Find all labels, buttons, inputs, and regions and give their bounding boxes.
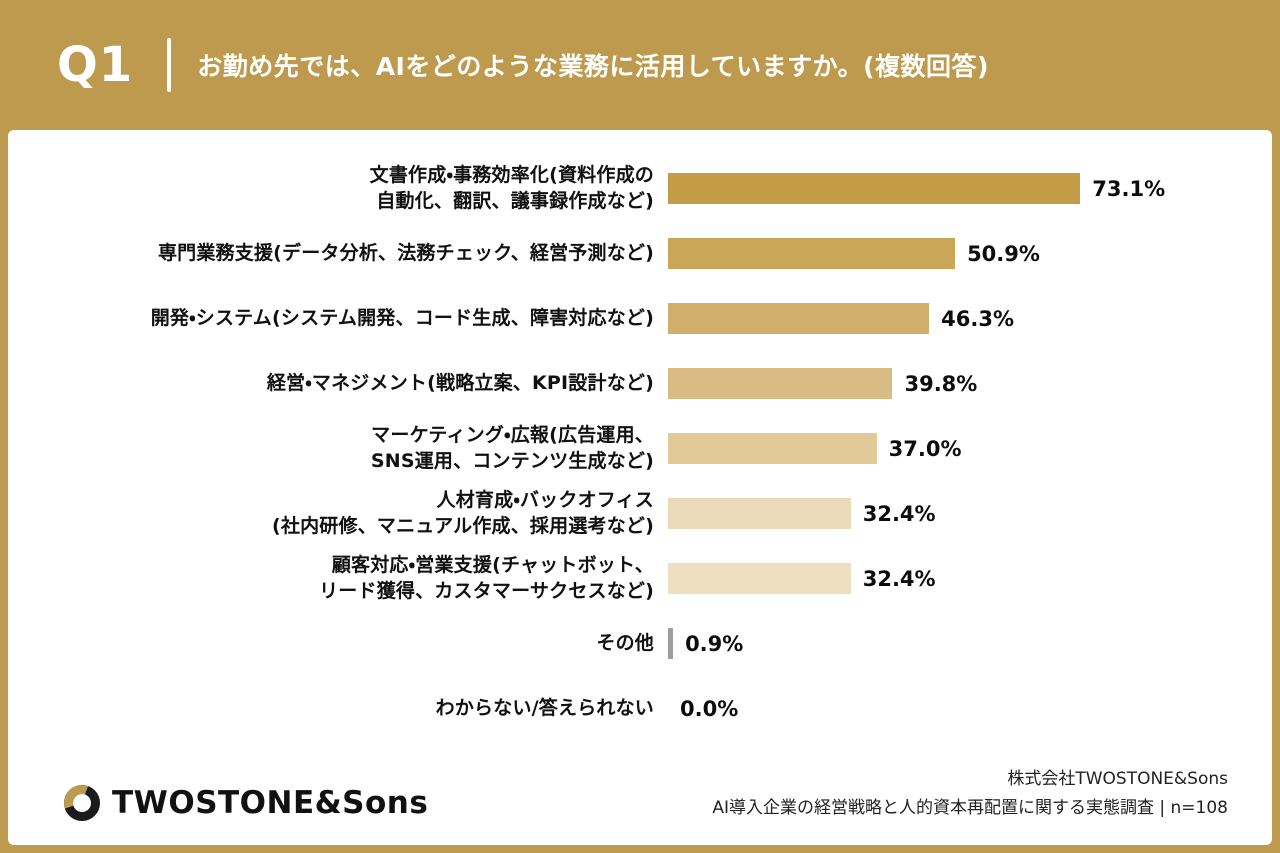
chart-row: 開発・システム(システム開発、コード生成、障害対応など) 46.3% xyxy=(56,286,1232,351)
bar-track: 32.4% xyxy=(668,498,1232,529)
value-label: 32.4% xyxy=(862,501,936,526)
question-header: Q1 お勤め先では、AIをどのような業務に活用していますか。(複数回答) xyxy=(0,0,1280,130)
bar xyxy=(668,498,851,529)
source-caption: 株式会社TWOSTONE&Sons AI導入企業の経営戦略と人的資本再配置に関す… xyxy=(712,765,1228,823)
chart-row: わからない/答えられない 0.0% xyxy=(56,676,1232,741)
bar xyxy=(668,433,877,464)
twostone-logo: TWOSTONE&Sons xyxy=(62,783,428,823)
bar-track: 39.8% xyxy=(668,368,1232,399)
card-footer: TWOSTONE&Sons 株式会社TWOSTONE&Sons AI導入企業の経… xyxy=(56,757,1232,829)
logo-text: TWOSTONE&Sons xyxy=(112,785,429,821)
bar-track: 0.0% xyxy=(668,693,1232,724)
value-label: 39.8% xyxy=(904,371,978,396)
bar-chart: 文書作成・事務効率化(資料作成の 自動化、翻訳、議事録作成など) 73.1% 専門業務… xyxy=(56,156,1232,757)
bar xyxy=(668,303,930,334)
chart-card: 文書作成・事務効率化(資料作成の 自動化、翻訳、議事録作成など) 73.1% 専門業務… xyxy=(8,130,1272,845)
question-number: Q1 xyxy=(57,37,134,93)
category-label: その他 xyxy=(596,631,654,654)
bar-track: 46.3% xyxy=(668,303,1232,334)
company-name: 株式会社TWOSTONE&Sons xyxy=(1007,769,1228,790)
value-label: 46.3% xyxy=(941,306,1014,331)
question-text: お勤め先では、AIをどのような業務に活用していますか。(複数回答) xyxy=(197,52,989,81)
chart-row: その他 0.9% xyxy=(56,611,1232,676)
category-label: 人材育成・バックオフィス (社内研修、マニュアル作成、採用選考など) xyxy=(272,488,654,537)
value-label: 37.0% xyxy=(888,436,962,461)
bar xyxy=(668,173,1081,204)
category-label: 経営・マネジメント(戦略立案、KPI設計など) xyxy=(266,371,654,394)
category-label: 開発・システム(システム開発、コード生成、障害対応など) xyxy=(150,306,654,329)
chart-row: 顧客対応・営業支援(チャットボット、 リード獲得、カスタマーサクセスなど) 32.4… xyxy=(56,546,1232,611)
bar-track: 37.0% xyxy=(668,433,1232,464)
category-label: 専門業務支援(データ分析、法務チェック、経営予測など) xyxy=(157,241,654,264)
chart-row: 経営・マネジメント(戦略立案、KPI設計など) 39.8% xyxy=(56,351,1232,416)
bar-track: 0.9% xyxy=(668,628,1232,659)
category-label: マーケティング・広報(広告運用、 SNS運用、コンテンツ生成など) xyxy=(370,423,654,472)
chart-row: マーケティング・広報(広告運用、 SNS運用、コンテンツ生成など) 37.0% xyxy=(56,416,1232,481)
bar xyxy=(668,368,893,399)
chart-row: 人材育成・バックオフィス (社内研修、マニュアル作成、採用選考など) 32.4% xyxy=(56,481,1232,546)
bar xyxy=(668,563,851,594)
value-label: 73.1% xyxy=(1092,176,1166,201)
bar xyxy=(668,628,674,659)
bar xyxy=(668,238,956,269)
header-divider xyxy=(167,38,172,92)
category-label: 文書作成・事務効率化(資料作成の 自動化、翻訳、議事録作成など) xyxy=(369,163,654,212)
category-label: 顧客対応・営業支援(チャットボット、 リード獲得、カスタマーサクセスなど) xyxy=(319,553,654,602)
category-label: わからない/答えられない xyxy=(435,696,654,719)
bar-track: 32.4% xyxy=(668,563,1232,594)
value-label: 32.4% xyxy=(862,566,936,591)
twostone-logo-icon xyxy=(62,783,102,823)
bar-track: 50.9% xyxy=(668,238,1232,269)
survey-caption: AI導入企業の経営戦略と人的資本再配置に関する実態調査 | n=108 xyxy=(712,798,1228,819)
chart-row: 文書作成・事務効率化(資料作成の 自動化、翻訳、議事録作成など) 73.1% xyxy=(56,156,1232,221)
chart-row: 専門業務支援(データ分析、法務チェック、経営予測など) 50.9% xyxy=(56,221,1232,286)
value-label: 0.0% xyxy=(680,696,739,721)
value-label: 50.9% xyxy=(967,241,1040,266)
value-label: 0.9% xyxy=(685,631,744,656)
bar-track: 73.1% xyxy=(668,173,1232,204)
